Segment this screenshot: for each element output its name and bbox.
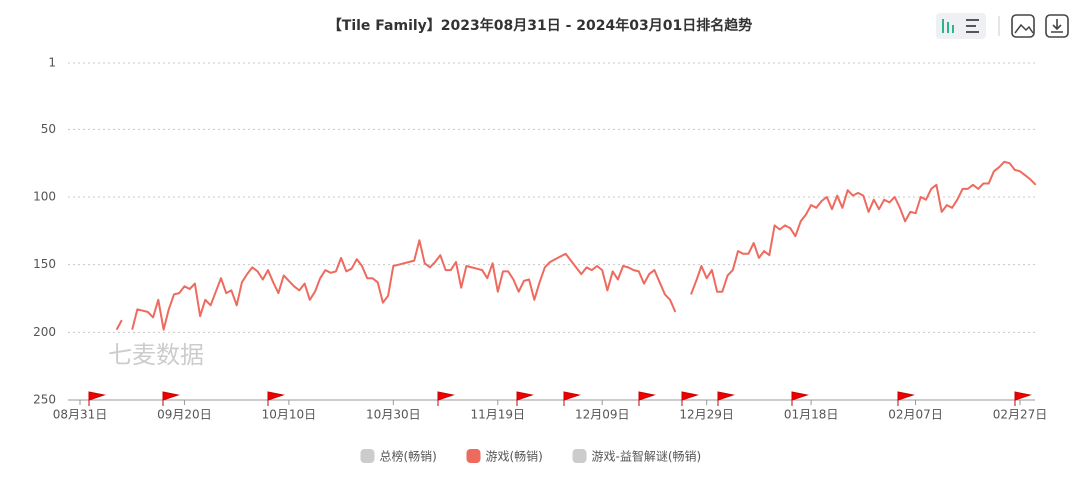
- x-tick-label: 10月10日: [262, 408, 317, 422]
- chart-title: 【Tile Family】2023年08月31日 - 2024年03月01日排名…: [328, 17, 752, 34]
- event-flag: [681, 391, 699, 406]
- x-tick-label: 02月07日: [888, 408, 943, 422]
- event-flag: [563, 391, 581, 406]
- legend-label: 游戏-益智解谜(畅销): [592, 449, 702, 464]
- series-line: [115, 160, 1037, 331]
- download-button[interactable]: [1045, 14, 1069, 38]
- legend-label: 总榜(畅销): [380, 449, 437, 464]
- image-button[interactable]: [1011, 14, 1035, 38]
- event-flag: [88, 391, 106, 406]
- event-flag: [897, 391, 915, 406]
- toolbar: [936, 13, 1069, 39]
- y-tick-label: 250: [33, 393, 56, 407]
- event-flag: [638, 391, 656, 406]
- event-flag: [717, 391, 735, 406]
- legend-swatch: [572, 449, 587, 463]
- x-tick-label: 08月31日: [53, 408, 108, 422]
- event-flag: [791, 391, 809, 406]
- legend-swatch: [360, 449, 375, 463]
- event-flag: [267, 391, 285, 406]
- x-tick-label: 02月27日: [993, 408, 1048, 422]
- event-flag: [437, 391, 455, 406]
- y-tick-label: 150: [33, 257, 56, 271]
- y-tick-label: 50: [41, 122, 56, 136]
- event-flag: [162, 391, 180, 406]
- legend-item[interactable]: 游戏(畅销): [466, 449, 543, 464]
- x-tick-label: 12月09日: [575, 408, 630, 422]
- watermark: 七麦数据: [108, 341, 204, 369]
- legend-item[interactable]: 总榜(畅销): [360, 449, 437, 464]
- legend-label: 游戏(畅销): [486, 450, 543, 464]
- y-tick-label: 1: [48, 56, 56, 70]
- x-tick-label: 10月30日: [366, 408, 421, 422]
- x-tick-label: 12月29日: [679, 408, 734, 422]
- y-tick-label: 200: [33, 325, 56, 339]
- x-tick-label: 01月18日: [784, 408, 839, 422]
- x-tick-label: 09月20日: [157, 408, 212, 422]
- y-tick-label: 100: [33, 189, 56, 203]
- event-flag: [516, 391, 534, 406]
- legend-item[interactable]: 游戏-益智解谜(畅销): [572, 449, 702, 464]
- x-tick-label: 11月19日: [471, 408, 526, 422]
- legend-swatch: [466, 449, 481, 463]
- event-flag: [1014, 391, 1032, 406]
